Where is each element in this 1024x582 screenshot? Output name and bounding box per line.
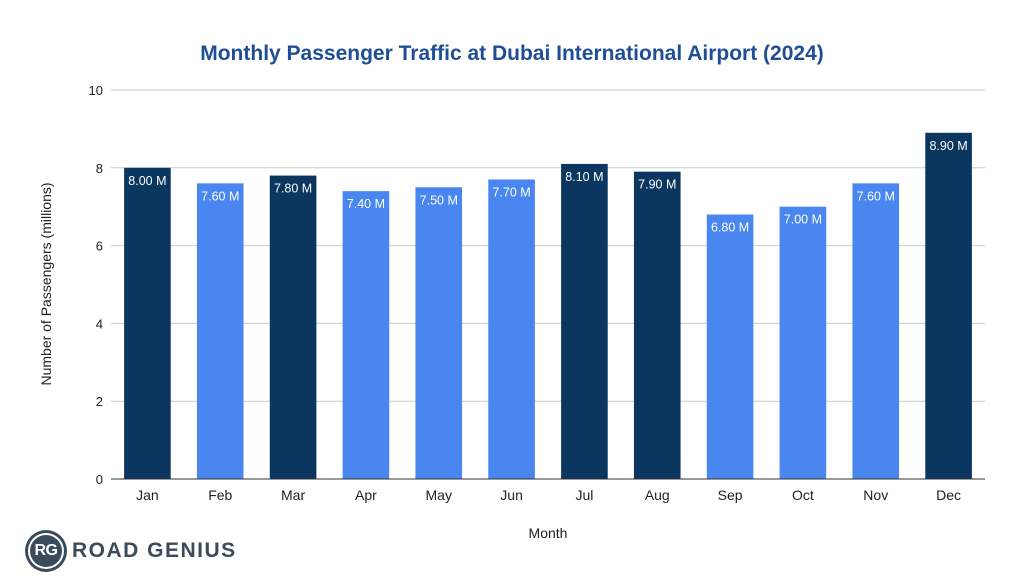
road-genius-logo: RG ROAD GENIUS: [28, 531, 237, 571]
bar-feb: [196, 183, 244, 480]
y-tick-label: 0: [96, 472, 103, 487]
bar-oct: [779, 206, 827, 479]
bar-label-jan: 8.00 M: [128, 174, 166, 188]
x-tick-label: Jul: [575, 487, 593, 503]
x-tick-label: May: [426, 487, 452, 503]
bar-label-dec: 8.90 M: [929, 139, 967, 153]
y-tick-label: 8: [96, 161, 103, 176]
bar-jun: [488, 179, 535, 479]
x-tick-label: Jun: [500, 487, 523, 503]
bar-mar: [269, 175, 317, 479]
logo-name: ROAD GENIUS: [72, 539, 237, 562]
bar-apr: [342, 191, 390, 479]
y-tick-label: 10: [89, 83, 103, 98]
bar-aug: [633, 171, 681, 479]
bar-label-feb: 7.60 M: [201, 189, 239, 203]
bar-label-jul: 8.10 M: [565, 170, 603, 184]
y-axis-ticks: 0 2 4 6 8 10: [89, 83, 103, 487]
x-axis-ticks: Jan Feb Mar Apr May Jun Jul Aug Sep Oct Nov Dec: [136, 487, 961, 503]
bar-sep: [706, 214, 754, 480]
bar-dec: [925, 132, 972, 480]
logo-badge-icon: RG: [28, 533, 64, 569]
bar-label-mar: 7.80 M: [274, 182, 312, 196]
x-tick-label: Nov: [863, 487, 888, 503]
bars: [124, 132, 972, 480]
bar-label-apr: 7.40 M: [347, 197, 385, 211]
bar-jul: [561, 163, 608, 479]
y-tick-label: 6: [96, 239, 103, 254]
bar-value-labels: 8.00 M 7.60 M 7.80 M 7.40 M 7.50 M 7.70 M 8.10…: [128, 139, 967, 235]
x-tick-label: Feb: [208, 487, 232, 503]
y-tick-label: 2: [96, 394, 103, 409]
x-axis-label: Month: [529, 525, 568, 541]
y-axis-label: Number of Passengers (millions): [38, 182, 54, 385]
bar-label-sep: 6.80 M: [711, 220, 749, 234]
x-tick-label: Oct: [792, 487, 814, 503]
x-tick-label: Jan: [136, 487, 159, 503]
bar-may: [415, 187, 463, 479]
x-tick-label: Aug: [645, 487, 670, 503]
gridlines: [111, 89, 985, 402]
x-tick-label: Mar: [281, 487, 305, 503]
bar-label-jun: 7.70 M: [492, 185, 530, 199]
chart-title: Monthly Passenger Traffic at Dubai Inter…: [200, 42, 824, 65]
bar-nov: [852, 183, 900, 480]
bar-label-nov: 7.60 M: [857, 189, 895, 203]
bar-label-may: 7.50 M: [420, 193, 458, 207]
x-tick-label: Sep: [718, 487, 743, 503]
y-tick-label: 4: [96, 316, 103, 331]
bar-label-aug: 7.90 M: [638, 178, 676, 192]
bar-jan: [124, 167, 171, 480]
x-tick-label: Apr: [355, 487, 377, 503]
x-tick-label: Dec: [936, 487, 961, 503]
bar-label-oct: 7.00 M: [784, 213, 822, 227]
